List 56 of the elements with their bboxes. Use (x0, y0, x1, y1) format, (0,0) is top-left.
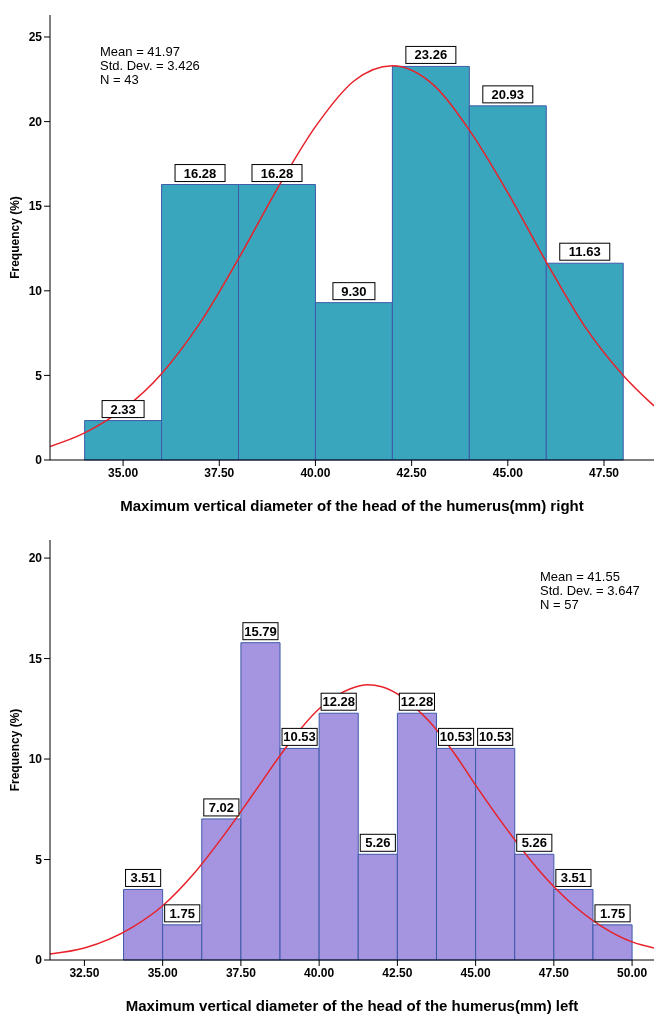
data-label: 16.28 (260, 165, 294, 181)
data-label: 10.53 (478, 729, 512, 745)
data-label: 3.51 (560, 870, 587, 886)
data-label: 11.63 (568, 244, 601, 260)
x-tick-label: 32.50 (69, 965, 100, 980)
x-tick-label: 45.00 (460, 965, 491, 980)
annotation: Mean = 41.97 (100, 44, 181, 59)
y-tick-label: 25 (28, 30, 43, 45)
x-axis-title: Maximum vertical diameter of the head of the humerus(mm) right (120, 497, 584, 514)
y-tick-label: 15 (28, 651, 43, 666)
y-tick-label: 5 (35, 368, 43, 383)
x-tick-label: 40.00 (304, 965, 335, 980)
data-label: 5.26 (365, 835, 391, 851)
data-label: 7.02 (208, 799, 234, 815)
x-tick-label: 37.50 (225, 965, 257, 980)
x-tick-label: 45.00 (492, 465, 524, 480)
annotation: N = 43 (100, 72, 140, 87)
data-label: 10.53 (439, 729, 473, 745)
y-tick-label: 10 (28, 752, 43, 767)
data-label: 2.33 (110, 401, 136, 417)
data-label: 1.75 (599, 905, 626, 921)
data-label: 10.53 (283, 729, 316, 745)
data-label: 20.93 (491, 86, 525, 102)
y-axis-title: Frequency (%) (8, 708, 23, 792)
data-label: 15.79 (244, 623, 277, 639)
x-tick-label: 47.50 (538, 965, 570, 980)
x-axis-title: Maximum vertical diameter of the head of the humerus(mm) left (125, 997, 579, 1014)
x-tick-label: 50.00 (617, 965, 648, 980)
data-label: 12.28 (400, 694, 434, 710)
y-tick-label: 5 (35, 852, 43, 867)
x-tick-label: 40.00 (300, 465, 331, 480)
data-label: 3.51 (130, 870, 156, 886)
x-tick-label: 42.50 (382, 965, 413, 980)
x-tick-label: 42.50 (396, 465, 427, 480)
x-tick-label: 35.00 (147, 965, 178, 980)
data-label: 16.28 (183, 165, 217, 181)
y-tick-label: 20 (28, 114, 43, 129)
x-tick-label: 35.00 (108, 465, 139, 480)
data-label: 1.75 (169, 905, 195, 921)
line-series (50, 683, 654, 955)
x-tick-label: 37.50 (204, 465, 235, 480)
x-tick-label: 47.50 (588, 465, 620, 480)
annotation: N = 57 (540, 597, 580, 612)
y-tick-label: 10 (28, 284, 43, 299)
y-tick-label: 20 (28, 551, 43, 566)
y-tick-label: 0 (35, 953, 43, 968)
data-label: 23.26 (414, 47, 448, 63)
data-label: 9.30 (341, 283, 367, 299)
y-tick-label: 0 (35, 453, 43, 468)
y-axis-title: Frequency (%) (8, 196, 23, 279)
annotation: Std. Dev. = 3.426 (100, 58, 200, 73)
data-label: 12.28 (322, 694, 355, 710)
annotation: Mean = 41.55 (540, 569, 621, 584)
data-label: 5.26 (521, 835, 547, 851)
annotation: Std. Dev. = 3.647 (540, 583, 640, 598)
y-tick-label: 15 (28, 199, 43, 214)
